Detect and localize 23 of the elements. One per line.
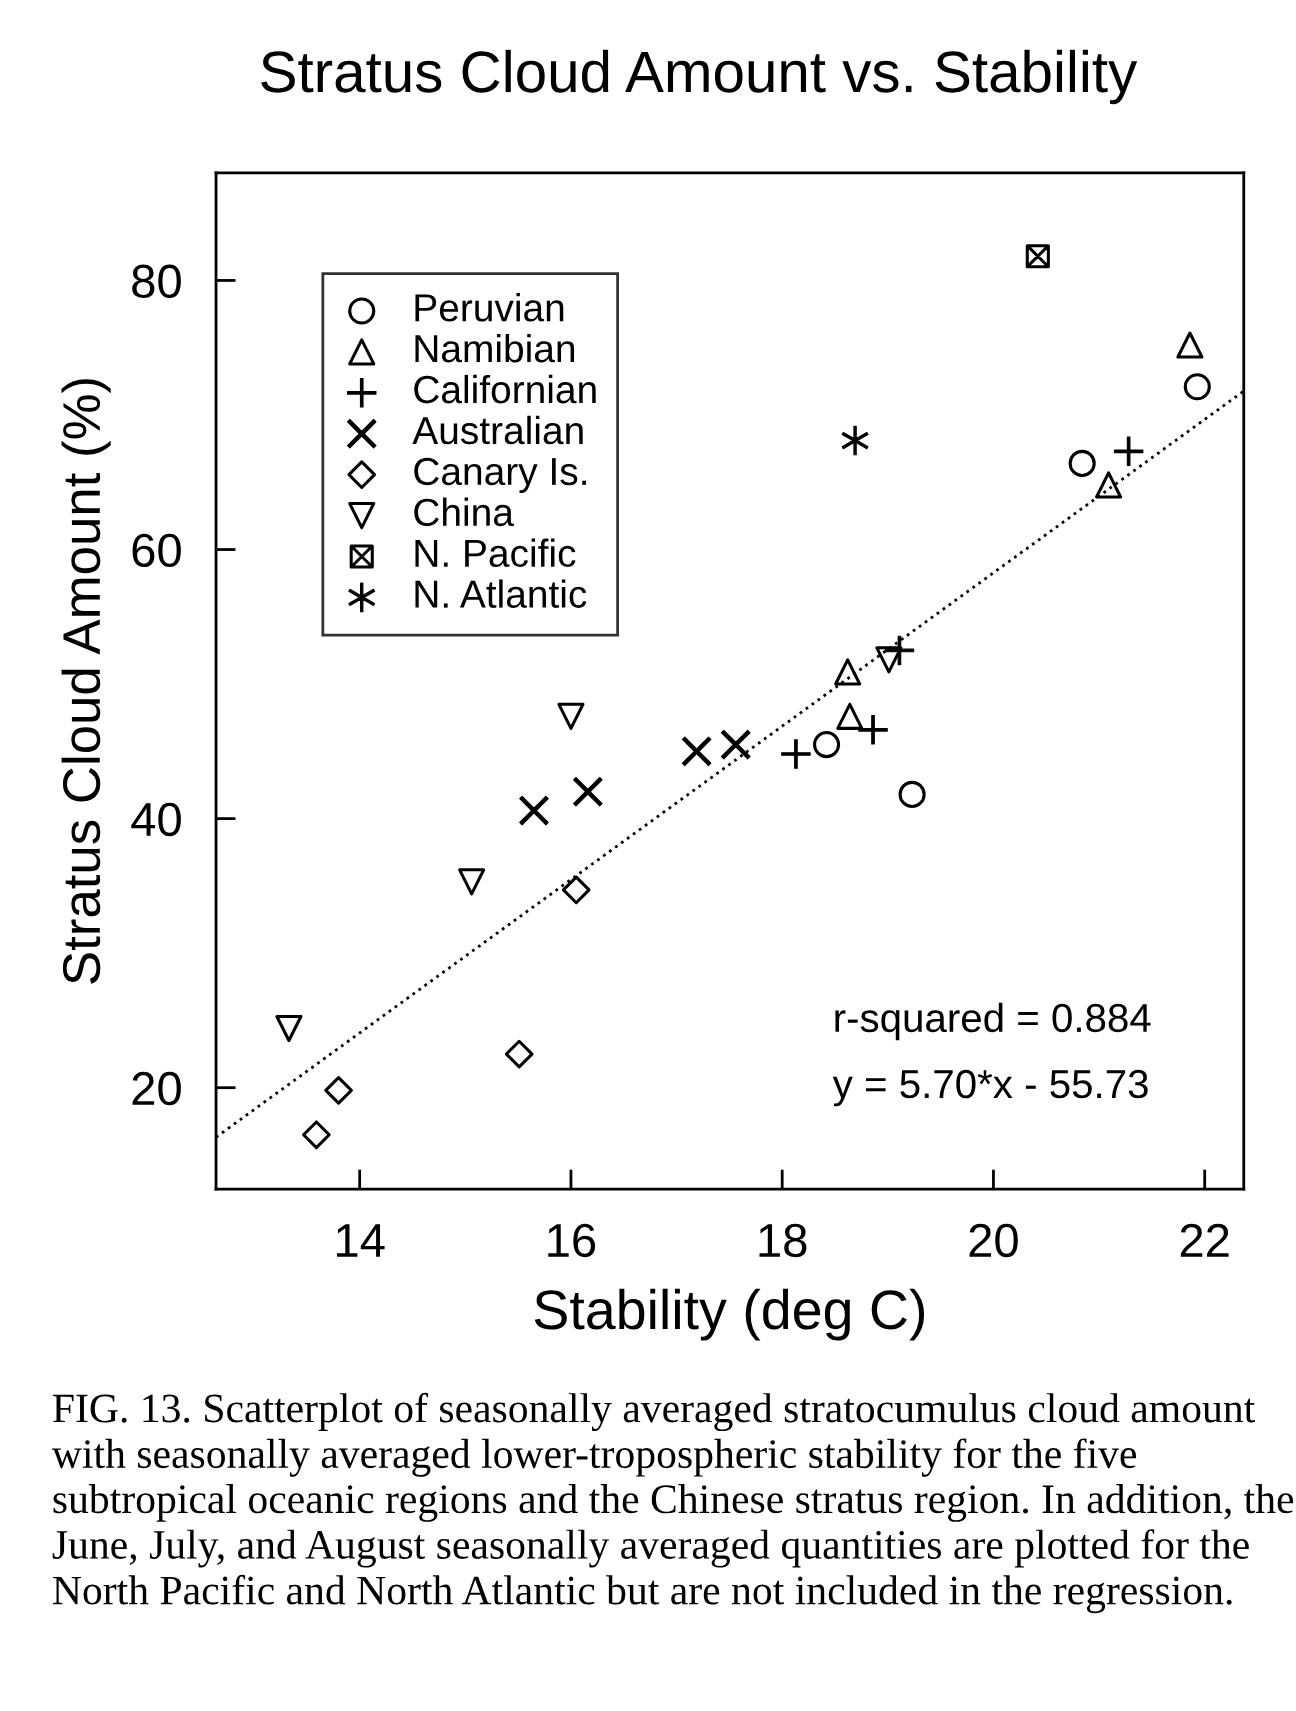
x-tick-label: 18 [759, 1223, 807, 1258]
legend-label: Californian [414, 374, 596, 404]
legend-label: N. Pacific [415, 538, 576, 568]
x-tick-label: 14 [337, 1224, 385, 1257]
x-tick-label: 16 [548, 1223, 596, 1258]
chart-title: Stratus Cloud Amount vs. Stability [261, 49, 1138, 105]
legend-label: Namibian [415, 333, 575, 363]
legend-label: Canary Is. [414, 457, 586, 493]
y-tick-label: 80 [132, 264, 181, 299]
y-tick-label: 20 [132, 1071, 181, 1106]
y-axis-title: Stratus Cloud Amount (%) [61, 379, 111, 984]
x-axis-title: Stability (deg C) [534, 1288, 925, 1341]
y-tick-label: 60 [132, 533, 181, 568]
legend-label: Australian [412, 415, 583, 445]
legend-label: Peruvian [415, 293, 564, 322]
legend-label: China [414, 497, 514, 527]
y-tick-label: 40 [131, 802, 181, 837]
legend-label: N. Atlantic [415, 579, 587, 608]
annotation: y = 5.70*x - 55.73 [832, 1069, 1148, 1107]
caption: FIG. 13. Scatterplot of seasonally averaged stratocumulus cloud amount with seasonally averaged lower-tropospheric stability for the five subtropical oceanic regions and the Chinese stratus region. In addition, the June, July, and August seasonally averaged quantities are plotted for the North Pacific and North Atlantic but are not included in the regression. [51, 1392, 1294, 1614]
annotation: r-squared = 0.884 [835, 1002, 1151, 1041]
x-tick-label: 22 [1180, 1223, 1229, 1257]
x-tick-label: 20 [969, 1223, 1018, 1258]
